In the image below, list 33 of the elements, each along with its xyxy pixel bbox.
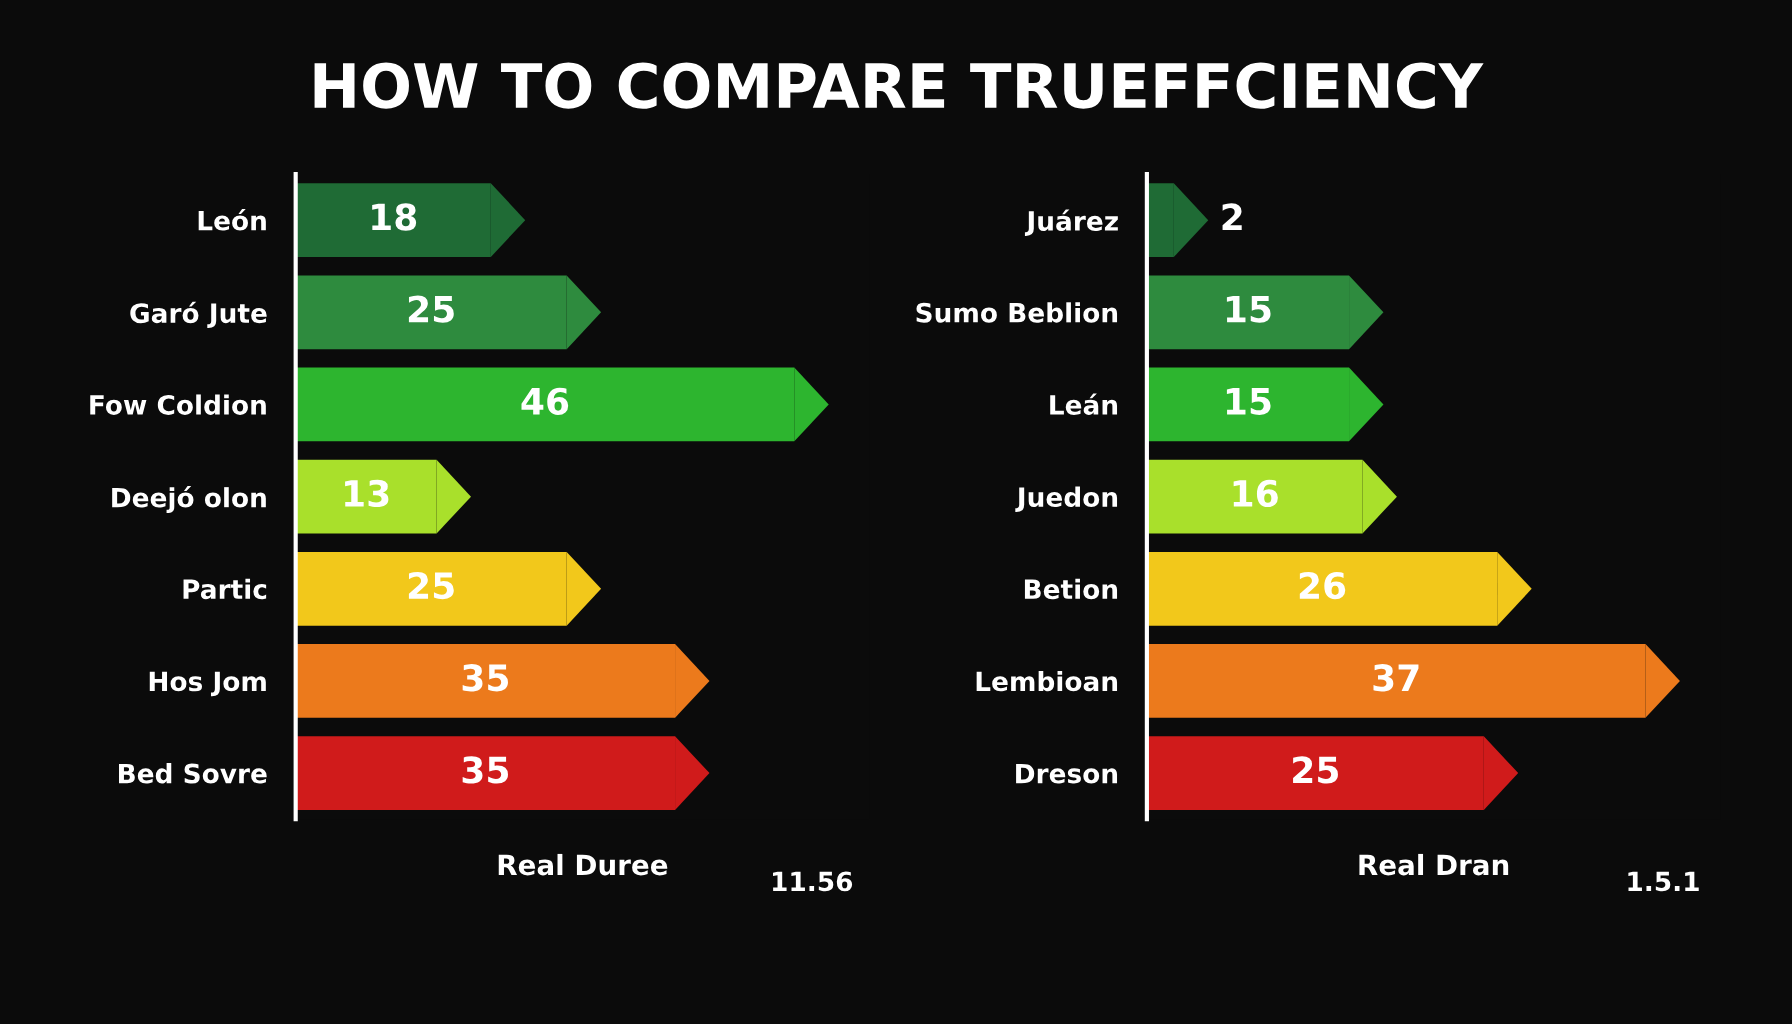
x-axis-title: Real Duree: [498, 853, 668, 876]
data-label: 25: [408, 571, 454, 600]
data-label: 46: [521, 387, 569, 415]
y-tick-label: Sumo Beblion: [916, 302, 1118, 323]
data-label: 35: [462, 664, 508, 692]
data-label: 15: [1226, 388, 1271, 415]
y-tick-label: Deejó olon: [112, 486, 266, 513]
y-tick-label: Lembioan: [976, 670, 1118, 692]
data-label: 26: [1299, 571, 1346, 600]
data-label: 13: [345, 479, 389, 508]
y-tick-label: Bed Sovre: [118, 763, 267, 784]
text: 1.5.1: [1628, 871, 1699, 892]
text: 11.56: [773, 871, 853, 892]
y-tick-label: Garó Jute: [130, 301, 267, 329]
y-tick-label: Juedon: [1015, 486, 1118, 512]
y-tick-label: Hos Jom: [149, 671, 266, 697]
data-label: 18: [372, 203, 417, 231]
y-tick-label: Juárez: [1024, 209, 1118, 236]
data-label: 2: [1222, 203, 1242, 231]
data-label: 25: [408, 295, 454, 323]
data-label: 35: [462, 756, 508, 784]
data-label: 37: [1373, 664, 1419, 692]
data-label: 25: [1293, 756, 1338, 784]
y-tick-label: Partic: [183, 578, 267, 600]
chart-title: HOW TO COMPARE TRUEFFCIENCY: [314, 62, 1484, 109]
data-label: 15: [1226, 295, 1271, 323]
data-label: 16: [1233, 479, 1278, 508]
y-tick-label: Leán: [1050, 393, 1118, 415]
y-tick-label: Betion: [1024, 578, 1118, 600]
y-tick-label: Dreson: [1016, 763, 1118, 784]
y-tick-label: León: [198, 209, 266, 231]
y-tick-label: Fow Coldion: [90, 394, 266, 415]
x-axis-title: Real Dran: [1359, 853, 1509, 876]
